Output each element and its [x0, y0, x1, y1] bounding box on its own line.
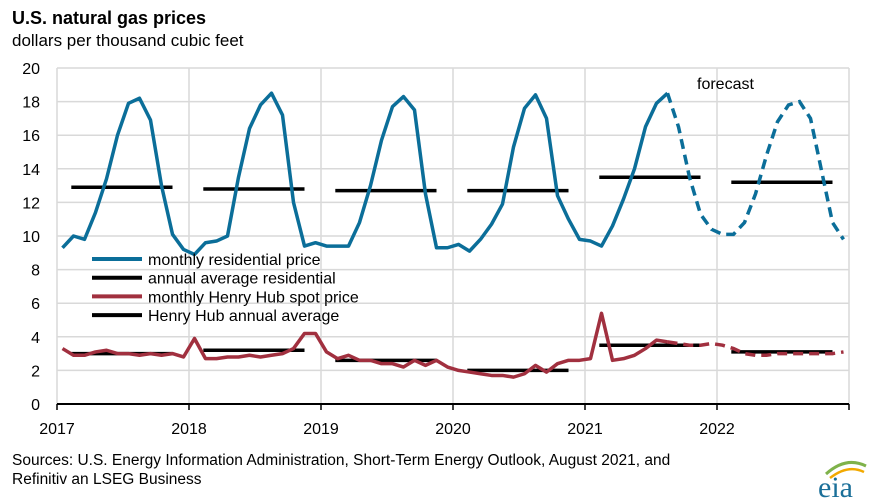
x-tick-label: 2017: [39, 421, 75, 438]
source-note: Sources: U.S. Energy Information Adminis…: [12, 451, 670, 489]
y-tick-label: 6: [31, 296, 40, 313]
series-line-historical: [61, 311, 668, 379]
x-tick-label: 2019: [303, 421, 339, 438]
chart-subtitle: dollars per thousand cubic feet: [12, 31, 244, 50]
x-tick-label: 2022: [699, 421, 735, 438]
x-tick-label: 2020: [435, 421, 471, 438]
legend-label: monthly Henry Hub spot price: [148, 289, 359, 306]
y-tick-label: 12: [22, 195, 40, 212]
y-tick-label: 14: [22, 162, 40, 179]
series-line-historical: [61, 91, 669, 257]
chart-title: U.S. natural gas prices: [12, 8, 207, 28]
y-tick-label: 18: [22, 95, 40, 112]
eia-logo: eia: [818, 471, 853, 504]
y-tick-label: 4: [31, 330, 40, 347]
source-line-1: Sources: U.S. Energy Information Adminis…: [12, 452, 671, 469]
y-tick-label: 20: [22, 61, 40, 78]
series-line-forecast: [667, 340, 844, 358]
legend-label: annual average residential: [148, 271, 336, 288]
y-tick-label: 8: [31, 263, 40, 280]
legend-label: monthly residential price: [148, 252, 321, 269]
eia-logo-swoosh: [829, 467, 865, 479]
y-tick-label: 0: [31, 397, 40, 414]
series-line-forecast: [665, 92, 845, 241]
x-tick-label: 2018: [171, 421, 207, 438]
eia-logo-swoosh: [824, 460, 867, 476]
source-line-2: Refinitiv an LSEG Business: [12, 471, 202, 488]
legend-label: Henry Hub annual average: [148, 308, 339, 325]
y-tick-label: 16: [22, 128, 40, 145]
y-tick-label: 2: [31, 363, 40, 380]
x-tick-label: 2021: [567, 421, 603, 438]
forecast-label: forecast: [697, 76, 754, 93]
y-tick-label: 10: [22, 229, 40, 246]
